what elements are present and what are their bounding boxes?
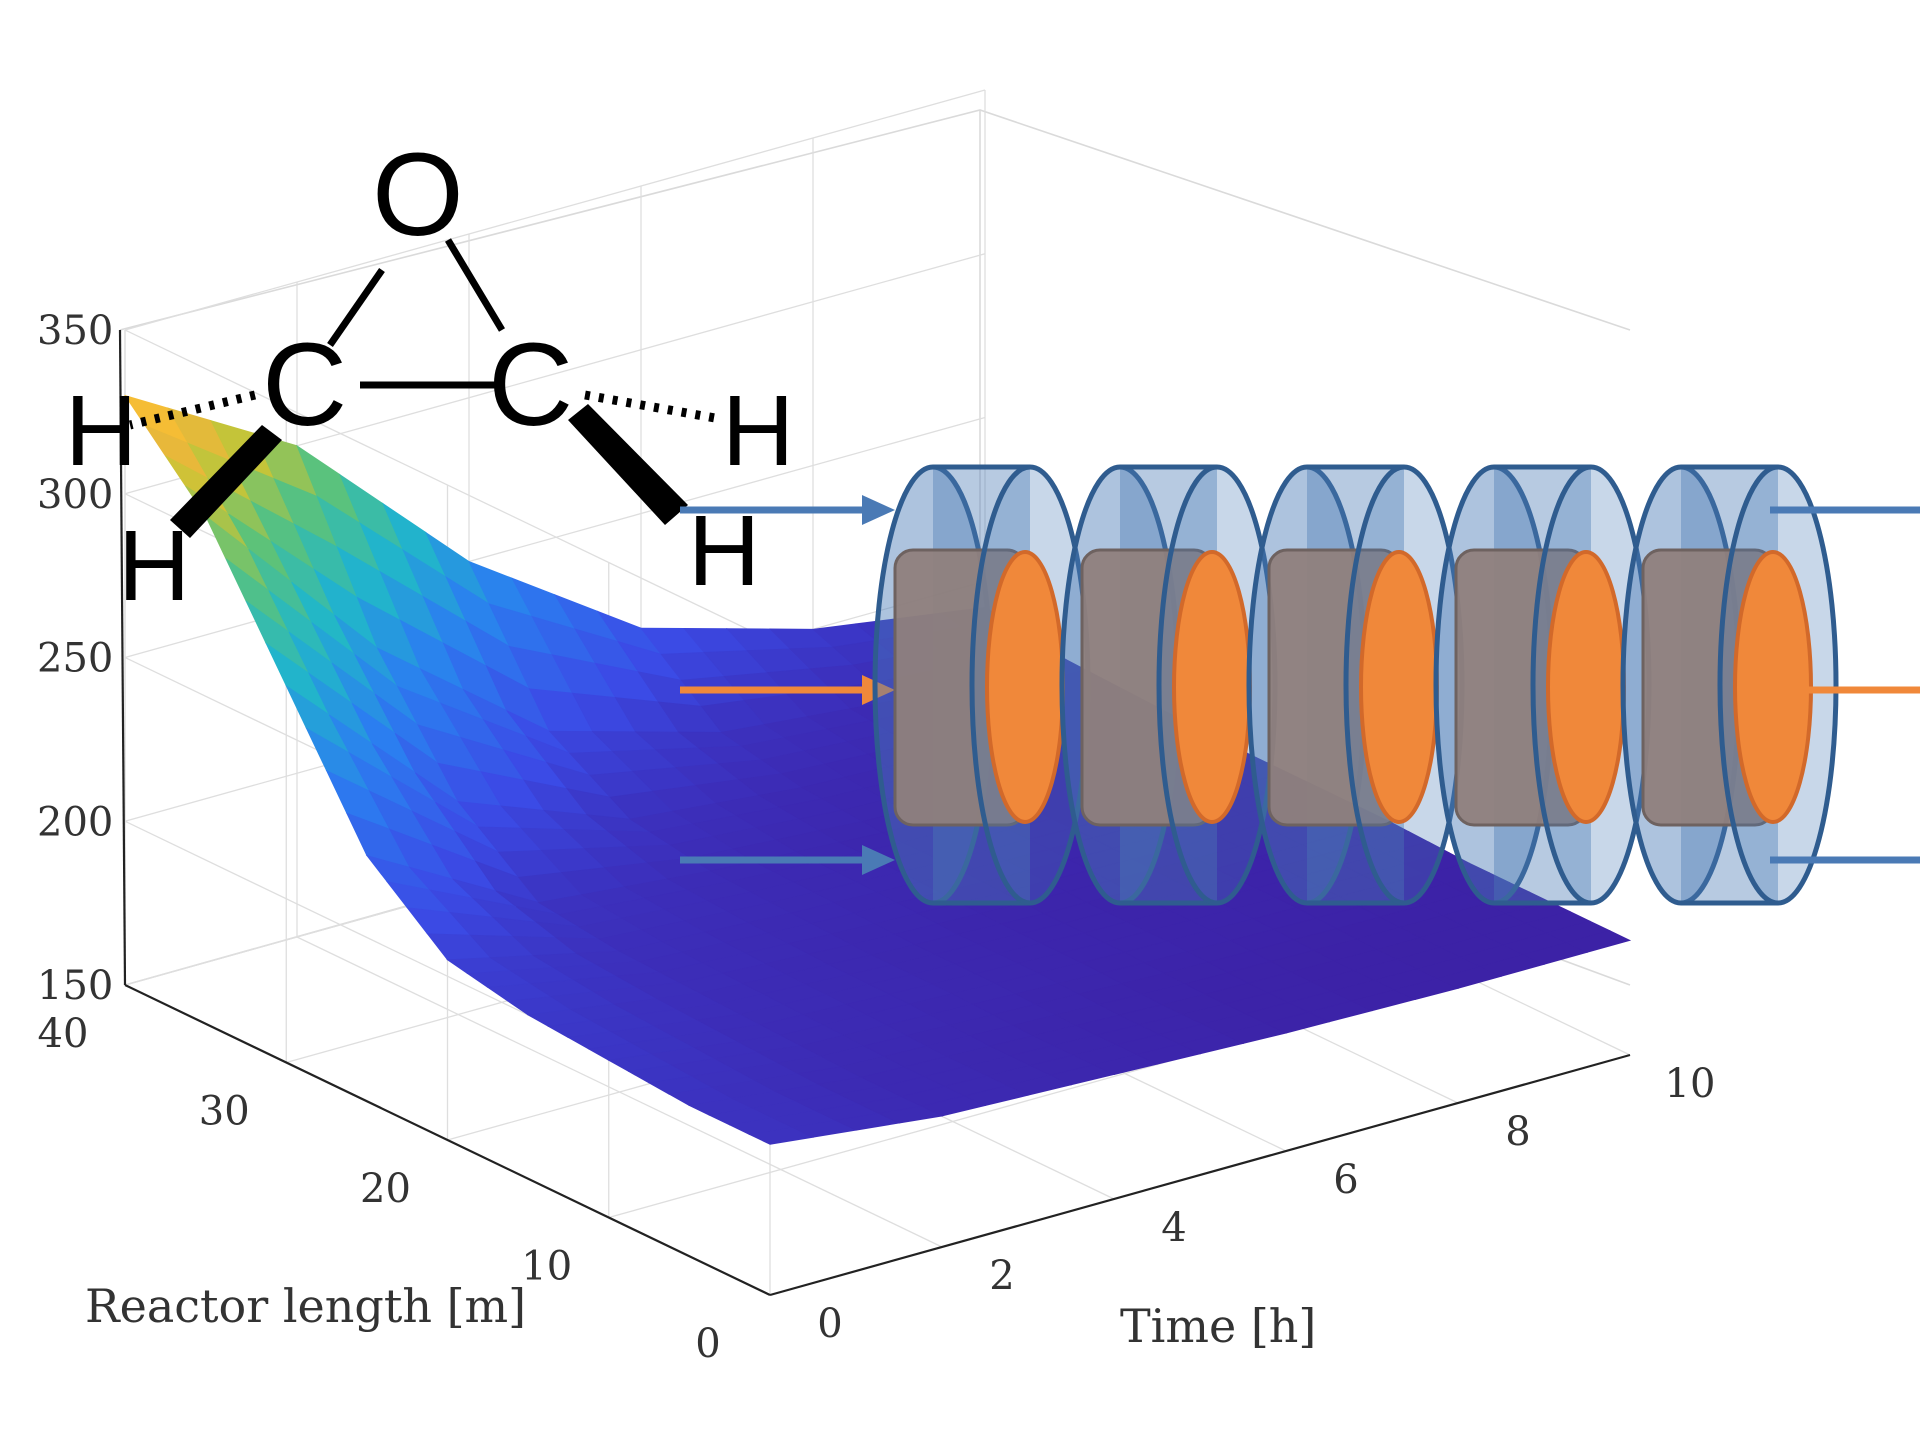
hydrogen-atom-right: H: [722, 375, 794, 487]
y-axis-line: [124, 984, 771, 1296]
z-tick-label: 200: [37, 799, 113, 845]
y-tick-label: 20: [360, 1166, 411, 1212]
z-tick-label: 250: [37, 636, 113, 682]
surface-patch: [1565, 930, 1632, 953]
hydrogen-atom-left: H: [65, 375, 137, 487]
x-axis-line: [769, 1053, 1631, 1297]
reactor-segment: [1433, 464, 1652, 906]
x-tick-labels: 0 2 4 6 8 10: [817, 1061, 1715, 1347]
y-tick-label: 40: [38, 1011, 89, 1057]
front-axes: [118, 329, 1631, 1297]
carbon-atom-left: C: [262, 319, 347, 451]
reactor-segment: [1246, 464, 1465, 906]
carbon-atom-right: C: [488, 319, 573, 451]
z-tick-labels: 150 200 250 300 350: [37, 308, 113, 1009]
inlet-arrowhead: [862, 675, 895, 705]
y-tick-label: 0: [695, 1321, 720, 1367]
z-tick-label: 350: [37, 308, 113, 354]
z-axis-line: [118, 329, 127, 986]
hydrogen-atom-lower-right: H: [688, 495, 760, 607]
hydrogen-atom-lower-left: H: [118, 510, 190, 622]
x-tick-label: 2: [989, 1253, 1014, 1299]
inlet-arrowhead: [862, 495, 895, 525]
z-tick-label: 150: [37, 963, 113, 1009]
y-axis-label: Reactor length [m]: [85, 1279, 526, 1333]
x-tick-label: 8: [1505, 1109, 1530, 1155]
x-tick-label: 6: [1333, 1157, 1358, 1203]
y-tick-label: 30: [199, 1089, 250, 1135]
y-tick-labels: 0 10 20 30 40: [38, 1011, 721, 1367]
reactor-segment: [1620, 464, 1839, 906]
x-tick-label: 0: [817, 1301, 842, 1347]
z-tick-label: 300: [37, 472, 113, 518]
reactor-segment: [872, 464, 1091, 906]
x-tick-label: 10: [1665, 1061, 1716, 1107]
oxygen-atom: O: [372, 129, 464, 261]
reactor-segment: [1059, 464, 1278, 906]
x-axis-label: Time [h]: [1120, 1299, 1316, 1353]
inlet-arrowhead: [862, 845, 895, 875]
reactor-schematic: [680, 464, 1920, 906]
y-tick-label: 10: [521, 1244, 572, 1290]
ethylene-oxide-molecule: O C C H H H H: [65, 129, 794, 622]
grid-line: [124, 89, 986, 331]
x-tick-label: 4: [1161, 1205, 1186, 1251]
